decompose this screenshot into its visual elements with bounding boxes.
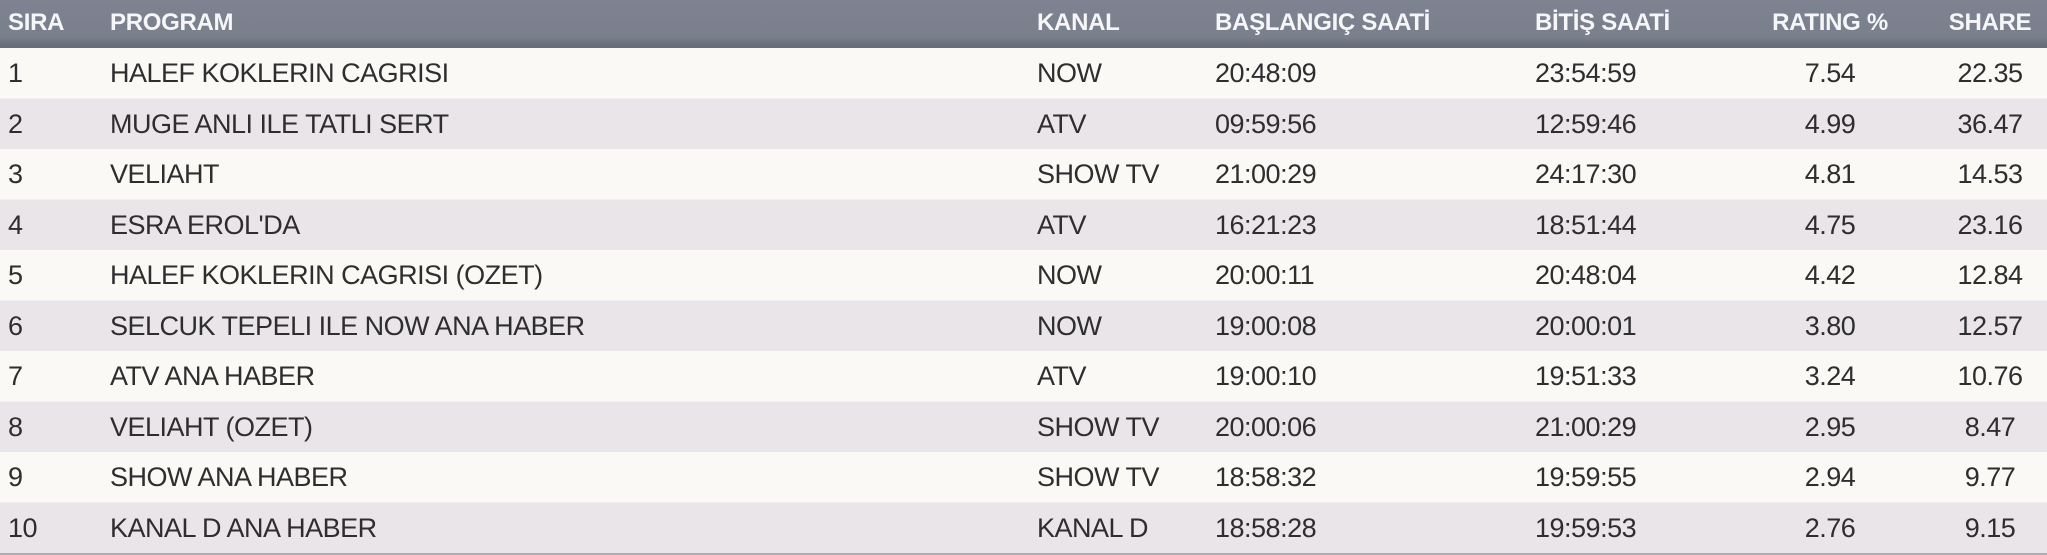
cell-share: 8.47	[1964, 411, 2016, 442]
cell-program: SHOW ANA HABER	[110, 461, 348, 492]
cell-end: 19:51:33	[1535, 360, 1637, 391]
cell-kanal: ATV	[1037, 108, 1087, 139]
column-header-start-time: BAŞLANGIÇ SAATİ	[1215, 8, 1431, 36]
column-header-sira: SIRA	[8, 8, 65, 36]
table-header-row: SIRA PROGRAM KANAL BAŞLANGIÇ SAATİ BİTİŞ…	[0, 0, 2047, 48]
cell-rating: 2.76	[1804, 512, 1856, 543]
cell-share: 9.15	[1964, 512, 2016, 543]
cell-start: 19:00:08	[1215, 310, 1317, 341]
cell-sira: 8	[8, 411, 23, 442]
cell-kanal: SHOW TV	[1037, 411, 1160, 442]
cell-share: 9.77	[1964, 461, 2016, 492]
cell-rating: 4.81	[1804, 158, 1856, 189]
cell-sira: 3	[8, 158, 23, 189]
cell-program: VELIAHT	[110, 158, 220, 189]
table-row: 7 ATV ANA HABER ATV 19:00:10 19:51:33 3.24 10.…	[0, 351, 2047, 401]
cell-program: HALEF KOKLERIN CAGRISI	[110, 57, 449, 88]
cell-end: 18:51:44	[1535, 209, 1637, 240]
cell-sira: 2	[8, 108, 23, 139]
cell-program: VELIAHT (OZET)	[110, 411, 313, 442]
cell-kanal: SHOW TV	[1037, 461, 1160, 492]
cell-rating: 2.94	[1804, 461, 1856, 492]
cell-start: 20:00:11	[1215, 259, 1315, 290]
column-header-share: SHARE	[1948, 8, 2032, 36]
cell-share: 23.16	[1957, 209, 2023, 240]
table-row: 1 HALEF KOKLERIN CAGRISI NOW 20:48:09 23:54:…	[0, 48, 2047, 98]
cell-program: MUGE ANLI ILE TATLI SERT	[110, 108, 449, 139]
cell-start: 19:00:10	[1215, 360, 1317, 391]
column-header-end-time: BİTİŞ SAATİ	[1535, 8, 1670, 36]
cell-end: 19:59:53	[1535, 512, 1637, 543]
cell-end: 12:59:46	[1535, 108, 1637, 139]
cell-rating: 2.95	[1804, 411, 1856, 442]
cell-start: 21:00:29	[1215, 158, 1317, 189]
cell-kanal: ATV	[1037, 360, 1087, 391]
cell-rating: 7.54	[1804, 57, 1856, 88]
cell-start: 18:58:28	[1215, 512, 1317, 543]
cell-program: ATV ANA HABER	[110, 360, 315, 391]
cell-sira: 4	[8, 209, 23, 240]
table-body: 1 HALEF KOKLERIN CAGRISI NOW 20:48:09 23:54:…	[0, 48, 2047, 553]
cell-share: 22.35	[1957, 57, 2023, 88]
cell-rating: 3.80	[1804, 310, 1856, 341]
cell-sira: 10	[8, 512, 38, 543]
cell-sira: 1	[8, 57, 23, 88]
cell-start: 09:59:56	[1215, 108, 1317, 139]
table-row: 5 HALEF KOKLERIN CAGRISI (OZET) NOW 20:00:1…	[0, 250, 2047, 300]
cell-sira: 7	[8, 360, 23, 391]
cell-program: HALEF KOKLERIN CAGRISI (OZET)	[110, 259, 543, 290]
table-row: 2 MUGE ANLI ILE TATLI SERT ATV 09:59:56 12:5…	[0, 98, 2047, 149]
column-header-kanal: KANAL	[1037, 8, 1120, 36]
cell-rating: 4.99	[1804, 108, 1856, 139]
table-row: 10 KANAL D ANA HABER KANAL D 18:58:28 19:59:…	[0, 502, 2047, 553]
cell-program: SELCUK TEPELI ILE NOW ANA HABER	[110, 310, 585, 341]
table-row: 8 VELIAHT (OZET) SHOW TV 20:00:06 21:00:29 2.…	[0, 401, 2047, 452]
cell-end: 20:00:01	[1535, 310, 1637, 341]
cell-start: 16:21:23	[1215, 209, 1317, 240]
cell-rating: 4.42	[1804, 259, 1856, 290]
cell-start: 20:00:06	[1215, 411, 1317, 442]
cell-end: 20:48:04	[1535, 259, 1637, 290]
cell-rating: 4.75	[1804, 209, 1856, 240]
cell-end: 19:59:55	[1535, 461, 1637, 492]
cell-kanal: NOW	[1037, 259, 1102, 290]
cell-share: 12.84	[1957, 259, 2023, 290]
table-row: 9 SHOW ANA HABER SHOW TV 18:58:32 19:59:55 2.…	[0, 452, 2047, 502]
cell-share: 10.76	[1957, 360, 2023, 391]
cell-program: KANAL D ANA HABER	[110, 512, 377, 543]
cell-kanal: NOW	[1037, 57, 1102, 88]
cell-kanal: ATV	[1037, 209, 1087, 240]
cell-end: 21:00:29	[1535, 411, 1637, 442]
cell-sira: 9	[8, 461, 23, 492]
cell-kanal: NOW	[1037, 310, 1102, 341]
cell-share: 36.47	[1957, 108, 2023, 139]
cell-rating: 3.24	[1804, 360, 1856, 391]
cell-kanal: SHOW TV	[1037, 158, 1160, 189]
cell-end: 23:54:59	[1535, 57, 1637, 88]
table-row: 3 VELIAHT SHOW TV 21:00:29 24:17:30 4.81 14.53	[0, 149, 2047, 199]
column-header-rating: RATING %	[1772, 8, 1888, 36]
cell-share: 14.53	[1957, 158, 2023, 189]
table-row: 4 ESRA EROL'DA ATV 16:21:23 18:51:44 4.75 23.1…	[0, 199, 2047, 250]
table-row: 6 SELCUK TEPELI ILE NOW ANA HABER NOW 19:00…	[0, 300, 2047, 351]
cell-start: 20:48:09	[1215, 57, 1317, 88]
cell-share: 12.57	[1957, 310, 2023, 341]
cell-program: ESRA EROL'DA	[110, 209, 300, 240]
cell-sira: 5	[8, 259, 23, 290]
column-header-program: PROGRAM	[110, 8, 234, 36]
cell-start: 18:58:32	[1215, 461, 1317, 492]
cell-end: 24:17:30	[1535, 158, 1637, 189]
cell-sira: 6	[8, 310, 23, 341]
cell-kanal: KANAL D	[1037, 512, 1149, 543]
